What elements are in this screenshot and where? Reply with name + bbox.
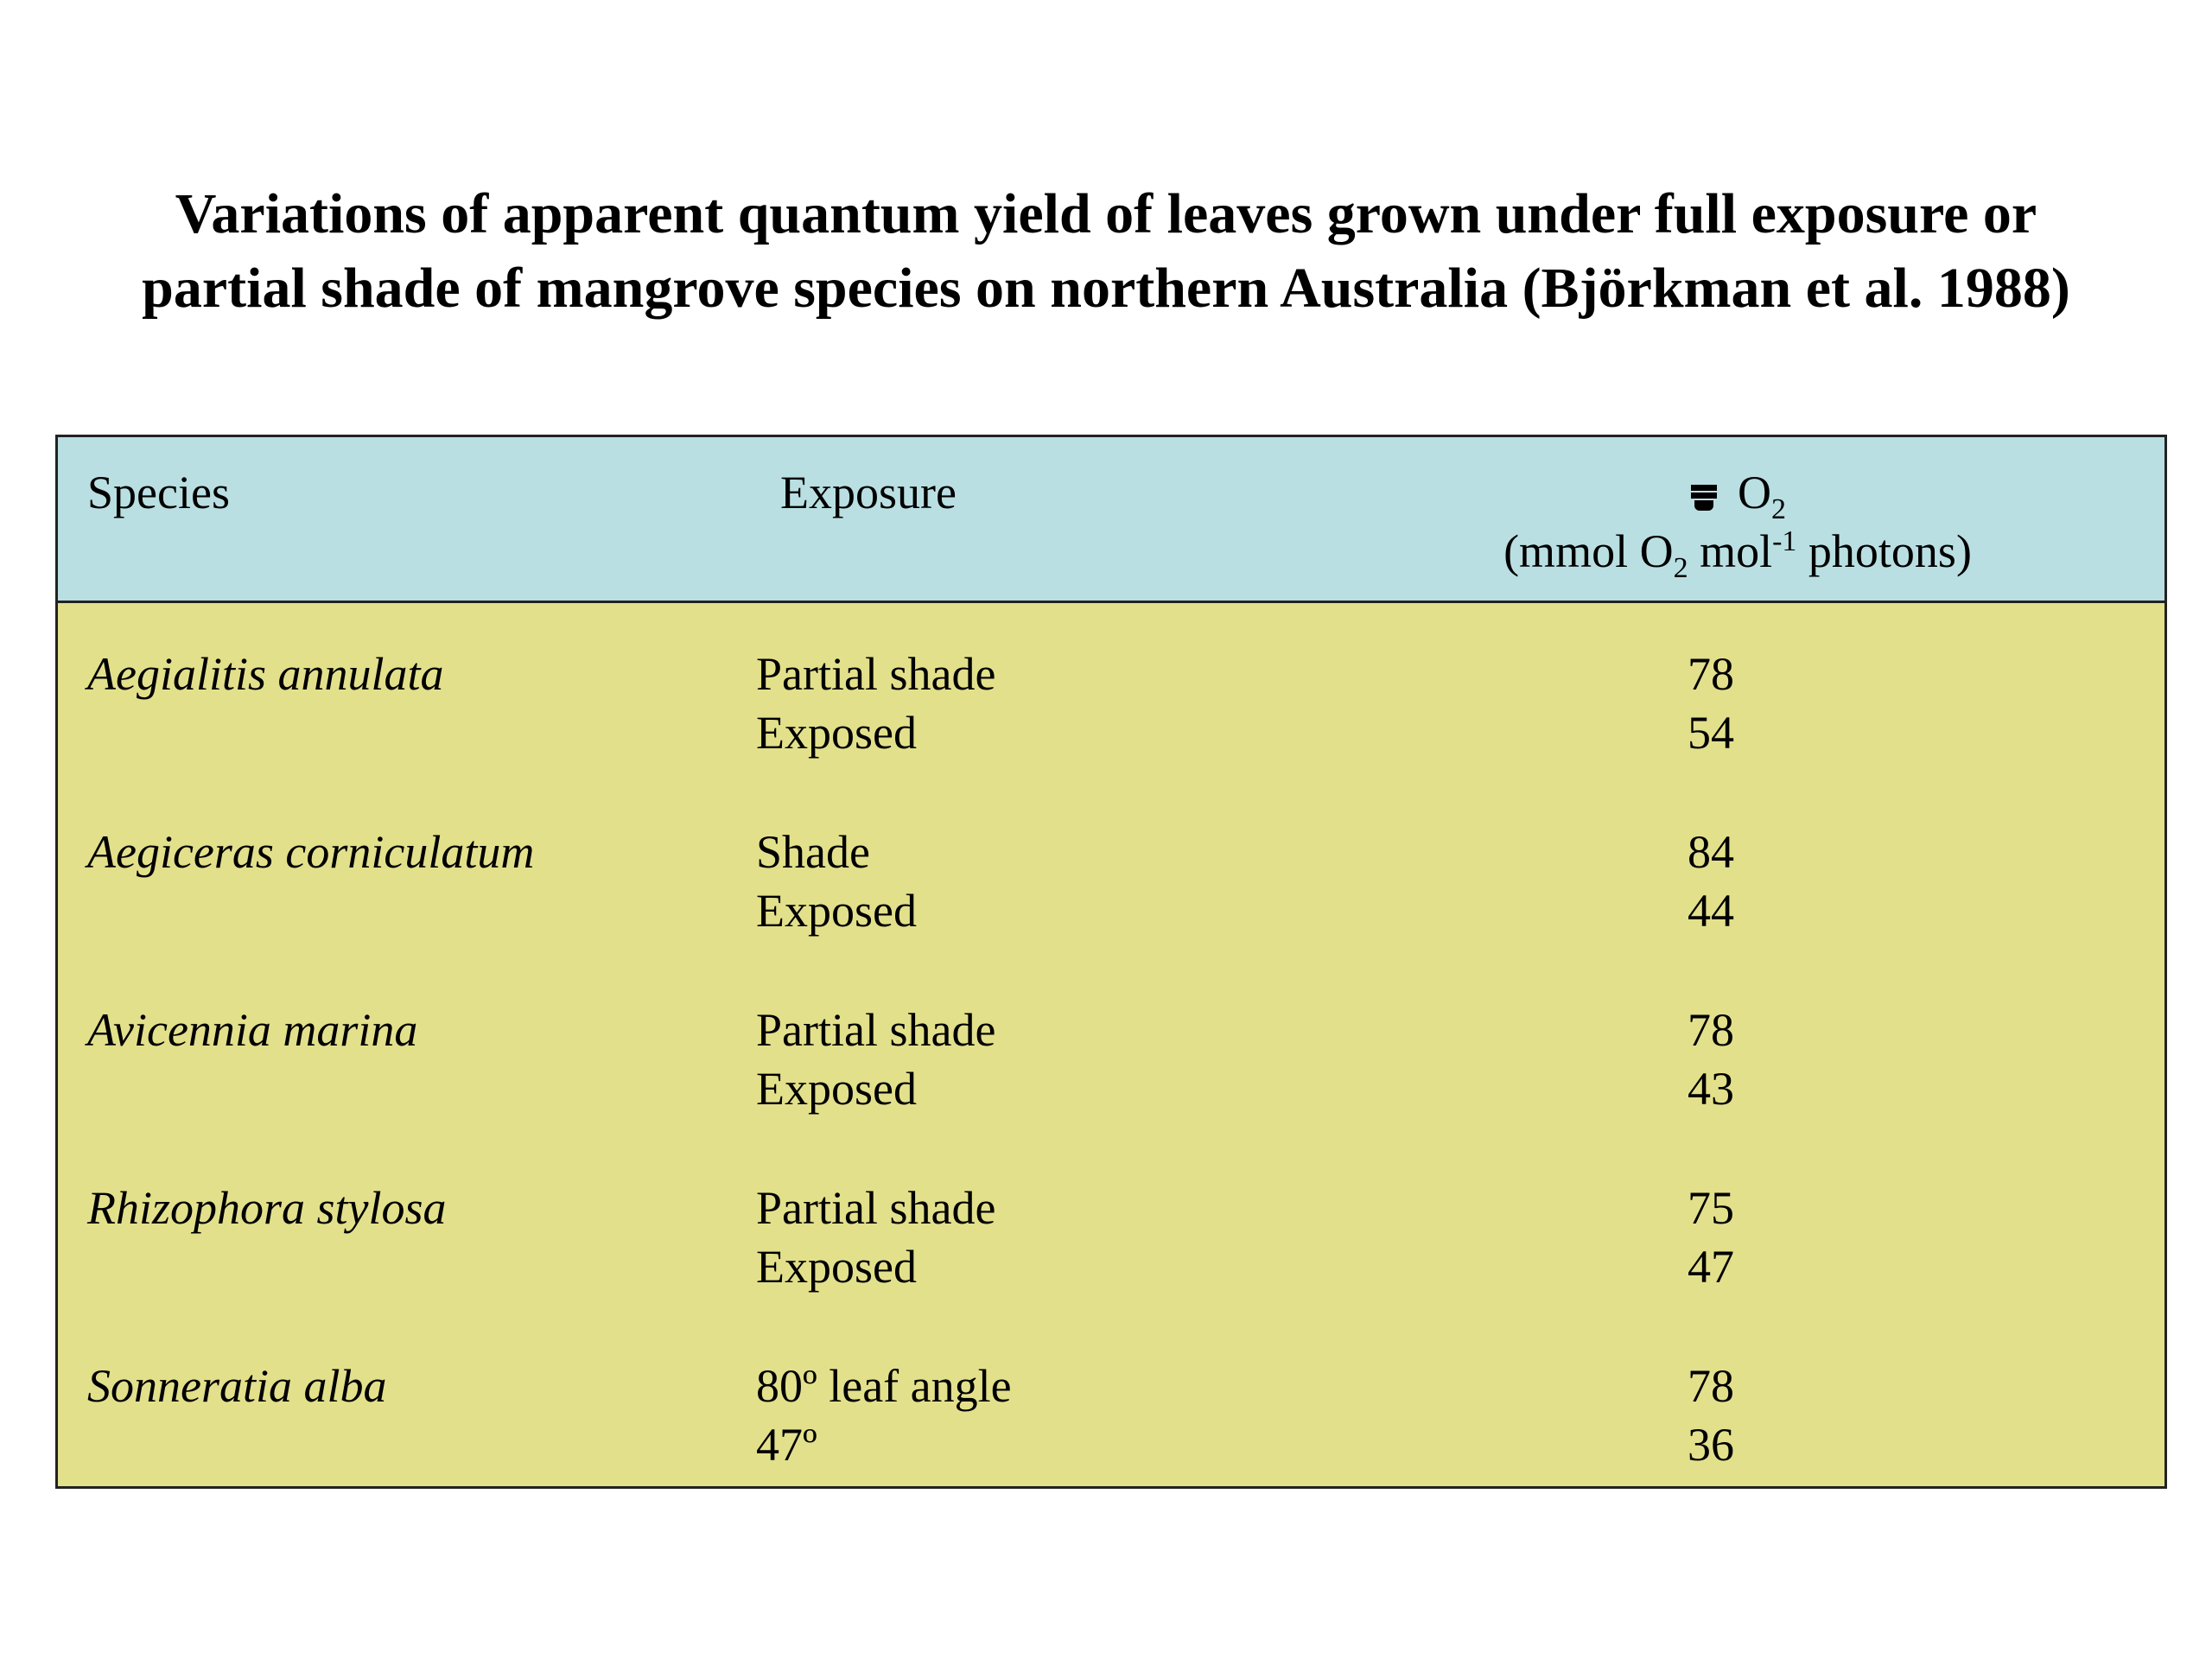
table-header: Species Exposure O2 (mmol O2 mol-1 photo… — [58, 437, 2164, 603]
table-row: Avicennia marina Partial shade Exposed 7… — [58, 1001, 2164, 1122]
yield-cell: 84 44 — [1688, 826, 1734, 937]
header-quantum-yield: O2 (mmol O2 mol-1 photons) — [1427, 463, 2049, 584]
exposure-cell: 80º leaf angle 47º — [756, 1360, 1012, 1471]
table-row: Rhizophora stylosa Partial shade Exposed… — [58, 1179, 2164, 1300]
page-title: Variations of apparent quantum yield of … — [142, 182, 2070, 320]
exposure-cell: Partial shade Exposed — [756, 1004, 996, 1115]
yield-cell: 78 43 — [1688, 1004, 1734, 1115]
species-name: Rhizophora stylosa — [87, 1182, 447, 1234]
data-table: Species Exposure O2 (mmol O2 mol-1 photo… — [55, 435, 2167, 1489]
header-yield-unit: (mmol O2 mol-1 photons) — [1503, 525, 1972, 584]
species-name: Aegiceras corniculatum — [87, 826, 535, 878]
species-name: Sonneratia alba — [87, 1360, 387, 1412]
species-name: Avicennia marina — [87, 1004, 418, 1056]
exposure-cell: Partial shade Exposed — [756, 1182, 996, 1293]
yield-cell: 78 36 — [1688, 1360, 1734, 1471]
phi-symbol-icon — [1689, 481, 1719, 514]
table-row: Sonneratia alba 80º leaf angle 47º 78 36 — [58, 1357, 2164, 1478]
exposure-cell: Partial shade Exposed — [756, 648, 996, 759]
header-o2-sub: 2 — [1771, 493, 1786, 525]
table-row: Aegiceras corniculatum Shade Exposed 84 … — [58, 823, 2164, 944]
exposure-cell: Shade Exposed — [756, 826, 917, 937]
yield-cell: 75 47 — [1688, 1182, 1734, 1293]
yield-cell: 78 54 — [1688, 648, 1734, 759]
table-row: Aegialitis annulata Partial shade Expose… — [58, 645, 2164, 766]
header-species: Species — [87, 467, 230, 518]
header-o2: O — [1738, 467, 1771, 518]
species-name: Aegialitis annulata — [87, 648, 444, 700]
header-exposure: Exposure — [780, 467, 957, 518]
